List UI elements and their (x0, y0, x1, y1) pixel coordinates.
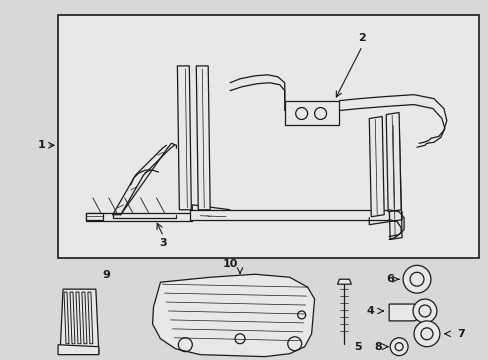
Text: 9: 9 (102, 270, 110, 280)
Circle shape (402, 265, 430, 293)
Text: 2: 2 (358, 33, 366, 43)
Polygon shape (58, 15, 478, 258)
Polygon shape (86, 213, 192, 221)
Text: 8: 8 (374, 342, 382, 352)
Text: 3: 3 (159, 238, 167, 248)
Text: 7: 7 (456, 329, 464, 339)
Polygon shape (386, 113, 400, 212)
Circle shape (413, 321, 439, 347)
Polygon shape (70, 292, 75, 344)
Text: 1: 1 (37, 140, 45, 150)
Polygon shape (337, 279, 351, 284)
Circle shape (389, 338, 407, 356)
Polygon shape (284, 100, 339, 125)
Polygon shape (190, 210, 388, 220)
Text: 4: 4 (366, 306, 373, 316)
Text: 6: 6 (386, 274, 393, 284)
Polygon shape (60, 289, 99, 354)
Polygon shape (388, 304, 418, 321)
Polygon shape (58, 345, 99, 355)
Polygon shape (192, 205, 230, 220)
Polygon shape (76, 292, 81, 344)
Polygon shape (177, 66, 191, 210)
Polygon shape (368, 117, 384, 217)
Polygon shape (196, 66, 210, 210)
Polygon shape (386, 122, 401, 239)
Polygon shape (64, 292, 69, 344)
Polygon shape (82, 292, 87, 344)
Polygon shape (88, 292, 93, 344)
Polygon shape (152, 274, 314, 357)
Text: 5: 5 (354, 342, 361, 352)
Text: 10: 10 (222, 259, 237, 269)
Circle shape (412, 299, 436, 323)
Polygon shape (86, 213, 102, 220)
